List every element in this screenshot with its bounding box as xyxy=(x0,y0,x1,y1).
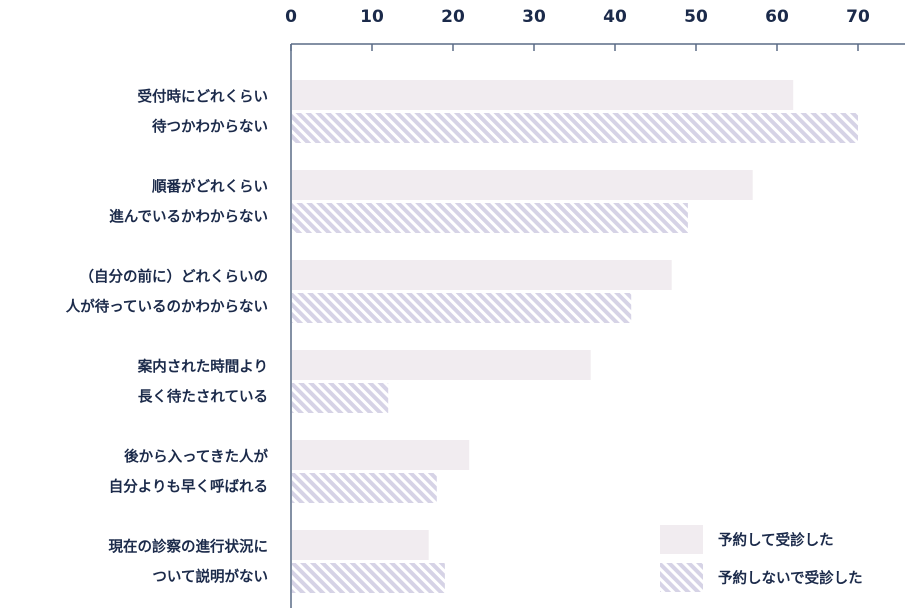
category-label: 自分よりも早く呼ばれる xyxy=(109,478,268,496)
legend-swatch-reserved xyxy=(660,525,703,554)
x-tick-label: 50 xyxy=(684,7,708,27)
bar-reserved xyxy=(292,260,672,290)
category-label: （自分の前に）どれくらいの xyxy=(80,268,269,286)
x-tick-label: 10 xyxy=(360,7,384,27)
bar-walk-in xyxy=(292,113,858,143)
category-label: 人が待っているのかわからない xyxy=(66,298,268,316)
x-tick-label: 60 xyxy=(765,7,789,27)
category-label: 順番がどれくらい xyxy=(152,178,268,196)
category-label: 長く待たされている xyxy=(138,388,268,406)
bar-walk-in xyxy=(292,293,632,323)
legend-swatch-walk-in xyxy=(660,563,703,592)
category-label: 待つかわからない xyxy=(152,118,268,136)
x-tick-label: 30 xyxy=(522,7,546,27)
legend-label-walk-in: 予約しないで受診した xyxy=(718,569,863,587)
category-label: ついて説明がない xyxy=(152,568,268,586)
bar-walk-in xyxy=(292,473,437,503)
bar-reserved xyxy=(292,80,794,110)
category-label: 現在の診察の進行状況に xyxy=(109,538,269,556)
bar-reserved xyxy=(292,350,591,380)
bar-walk-in xyxy=(292,203,688,233)
bar-reserved xyxy=(292,440,470,470)
x-tick-label: 0 xyxy=(285,7,297,27)
category-label: 受付時にどれくらい xyxy=(138,88,269,106)
legend-label-reserved: 予約して受診した xyxy=(718,531,834,549)
x-axis: 0 10 20 30 40 50 60 70 xyxy=(285,7,905,608)
category-label: 進んでいるかわからない xyxy=(109,209,268,226)
bar-walk-in xyxy=(292,383,389,413)
bar-walk-in xyxy=(292,563,445,593)
x-tick-label: 20 xyxy=(441,7,465,27)
x-tick-label: 70 xyxy=(846,7,870,27)
bars xyxy=(292,80,858,593)
x-tick-label: 40 xyxy=(603,7,627,27)
bar-reserved xyxy=(292,170,753,200)
category-label: 後から入ってきた人が xyxy=(124,448,268,466)
bar-reserved xyxy=(292,530,429,560)
category-label: 案内された時間より xyxy=(137,358,268,376)
